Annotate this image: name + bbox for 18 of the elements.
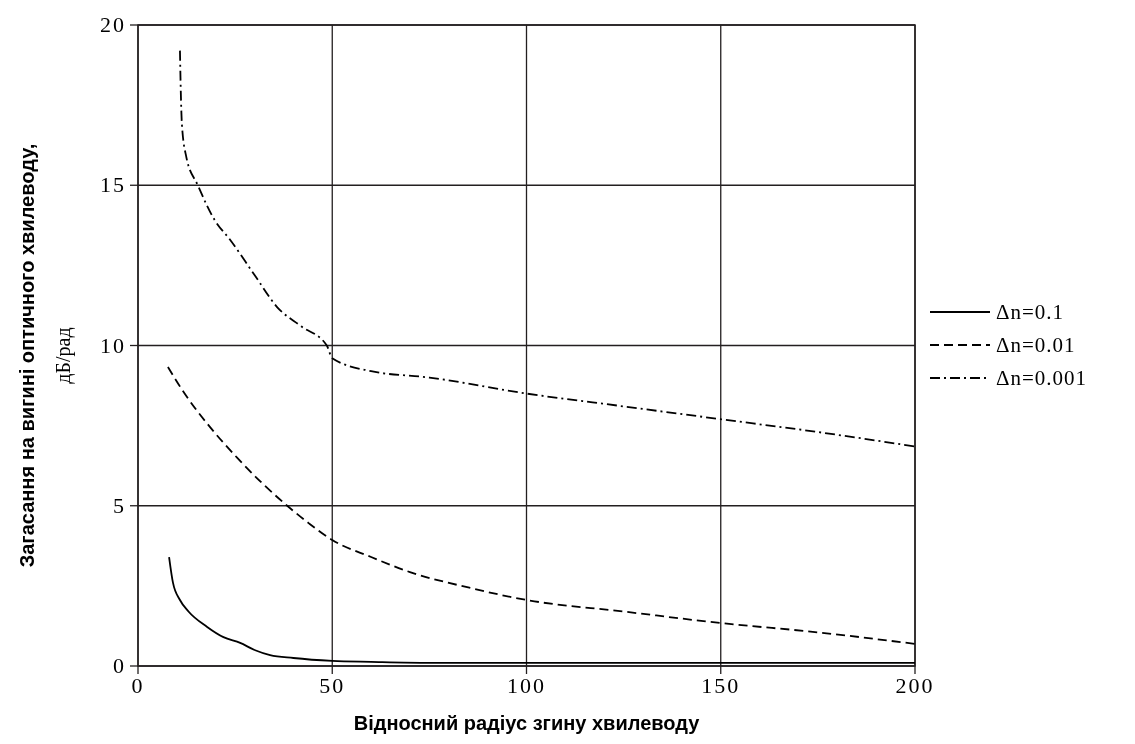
legend-label: Δn=0.1 [996,300,1065,324]
y-tick-label: 0 [113,653,126,678]
x-axis-title: Відносний радіус згину хвилеводу [353,712,701,734]
legend-label: Δn=0.001 [996,366,1088,390]
line-series [167,366,916,645]
x-tick-label: 150 [701,673,741,698]
y-tick-label: 10 [100,332,126,358]
legend-label: Δn=0.01 [996,333,1076,357]
x-tick-label: 50 [319,673,346,698]
x-tick-label: 200 [895,673,935,698]
x-tick-label: 100 [507,673,546,698]
line-series [179,49,916,448]
y-tick-label: 5 [113,492,126,518]
line-series [168,556,916,664]
y-tick-label: 20 [100,12,126,37]
y-axis-title: Загасання на вигині оптичного хвилеводу, дБ/рад [16,143,75,568]
y-tick-label: 15 [100,172,126,198]
x-tick-label: 0 [131,673,145,698]
